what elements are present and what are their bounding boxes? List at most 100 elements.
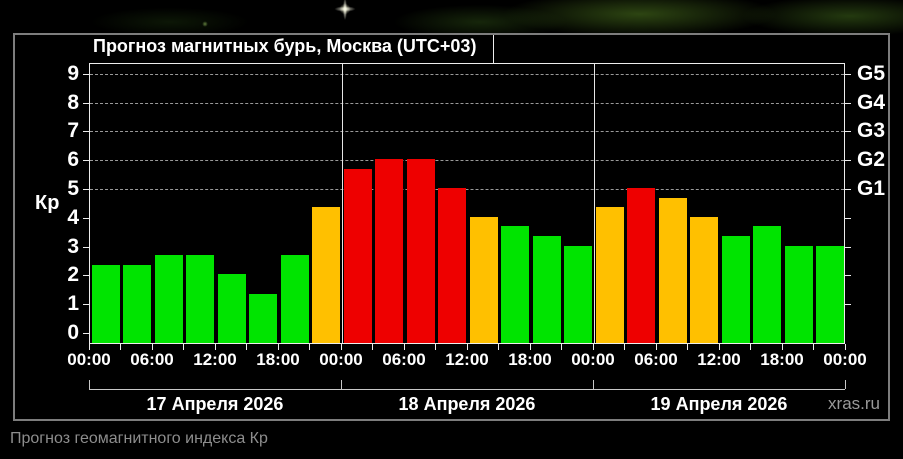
g-scale-label: G3: [857, 119, 886, 143]
kp-bar: [564, 245, 593, 343]
time-label: 06:00: [130, 350, 174, 369]
x-tick: [844, 344, 846, 350]
time-label: 18:00: [256, 350, 300, 369]
y-tick-right: [845, 275, 851, 277]
plot-area: [89, 63, 845, 344]
time-label: 18:00: [508, 350, 552, 369]
y-tick-label: 1: [67, 292, 79, 316]
x-tick: [750, 344, 751, 350]
x-tick: [403, 344, 405, 350]
kp-bar: [186, 255, 215, 343]
y-tick-right: [845, 304, 851, 306]
gridline-kp-6: [90, 160, 844, 162]
kp-bar: [721, 236, 750, 343]
date-axis-line: [89, 389, 845, 390]
kp-bar: [312, 207, 341, 343]
kp-bar: [375, 159, 404, 343]
kp-bar: [280, 255, 309, 343]
x-tick: [718, 344, 720, 350]
y-tick: [83, 189, 89, 190]
y-tick: [83, 246, 89, 248]
y-tick-right: [845, 131, 851, 133]
bottom-caption: Прогноз геомагнитного индекса Кр: [10, 430, 268, 447]
x-tick: [624, 344, 625, 350]
gridline-kp-9: [90, 73, 844, 75]
time-label: 00:00: [67, 350, 111, 369]
g-scale-label: G5: [857, 61, 886, 85]
y-tick-right: [845, 217, 851, 219]
chart-title-box: Прогноз магнитных бурь, Москва (UTC+03): [15, 35, 494, 63]
x-tick: [655, 344, 657, 350]
y-tick-label: 9: [67, 61, 79, 85]
gridline-kp-5: [90, 189, 844, 190]
gridline-kp-8: [90, 102, 844, 104]
kp-bar: [627, 188, 656, 343]
x-tick: [435, 344, 436, 350]
chart-title: Прогноз магнитных бурь, Москва (UTC+03): [93, 36, 477, 56]
y-tick: [83, 217, 89, 219]
y-tick: [83, 333, 89, 334]
x-tick: [372, 344, 373, 350]
x-tick: [309, 344, 310, 350]
kp-bar: [249, 293, 278, 343]
x-tick: [529, 344, 531, 350]
x-tick: [340, 344, 342, 350]
watermark: xras.ru: [828, 394, 880, 413]
date-label: 18 Апреля 2026: [398, 394, 536, 414]
y-tick: [83, 73, 89, 75]
kp-bar: [816, 245, 845, 343]
y-tick-label: 5: [67, 177, 79, 200]
y-tick-right: [845, 189, 851, 190]
y-tick-right: [845, 246, 851, 248]
y-tick-label: 3: [67, 234, 79, 258]
x-tick: [246, 344, 247, 350]
kp-bar: [406, 159, 435, 343]
kp-bar: [438, 188, 467, 343]
y-tick-label: 7: [67, 119, 79, 143]
x-tick: [592, 344, 594, 350]
date-axis-tick: [593, 380, 594, 389]
x-tick: [151, 344, 153, 350]
date-label: 19 Апреля 2026: [650, 394, 788, 414]
kp-bar: [469, 216, 498, 343]
y-tick-label: 8: [67, 90, 79, 114]
x-tick: [183, 344, 184, 350]
x-tick: [88, 344, 90, 350]
kp-bar: [658, 197, 687, 343]
kp-bar: [753, 226, 782, 343]
x-tick: [813, 344, 814, 350]
date-axis-tick: [341, 380, 342, 389]
kp-bar: [595, 207, 624, 343]
x-tick: [498, 344, 499, 350]
x-tick: [687, 344, 688, 350]
y-axis-label: Кр: [35, 192, 60, 214]
kp-bar: [217, 274, 246, 343]
kp-bar: [123, 264, 152, 343]
day-divider: [593, 64, 595, 343]
y-tick: [83, 102, 89, 104]
time-label: 00:00: [319, 350, 363, 369]
y-tick: [83, 304, 89, 306]
time-label: 06:00: [382, 350, 426, 369]
g-scale-label: G1: [857, 177, 886, 200]
x-tick: [120, 344, 121, 350]
day-divider: [341, 64, 343, 343]
date-axis-tick: [845, 380, 846, 389]
kp-bar: [784, 245, 813, 343]
g-scale-label: G2: [857, 148, 886, 172]
time-label: 12:00: [193, 350, 237, 369]
y-tick-right: [845, 102, 851, 104]
x-tick: [781, 344, 783, 350]
x-tick: [214, 344, 216, 350]
forecast-panel: Прогноз магнитных бурь, Москва (UTC+03) …: [13, 33, 890, 421]
y-tick-label: 2: [67, 263, 79, 287]
kp-bar: [91, 264, 120, 343]
y-tick: [83, 160, 89, 162]
time-label: 06:00: [634, 350, 678, 369]
time-label: 00:00: [823, 350, 867, 369]
y-tick: [83, 131, 89, 133]
kp-bar: [154, 255, 183, 343]
gridline-kp-7: [90, 131, 844, 133]
g-scale-label: G4: [857, 90, 886, 114]
kp-bar: [690, 216, 719, 343]
